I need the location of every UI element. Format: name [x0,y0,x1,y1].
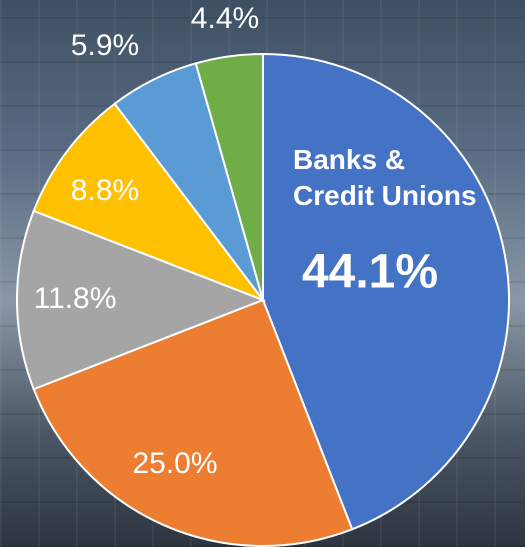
value-label: 25.0% [132,447,217,480]
value-label: 5.9% [71,29,139,62]
value-label: 11.8% [34,282,117,315]
value-label: 44.1% [302,246,438,299]
chart: 44.1% 25.0% 11.8% 8.8% 5.9% 4.4% [0,0,525,547]
page: 44.1% 25.0% 11.8% 8.8% 5.9% 4.4% Banks & Cred… [0,0,525,547]
category-label: Banks & Credit Unions [293,142,477,214]
value-label: 8.8% [71,174,139,207]
value-label: 4.4% [191,2,259,35]
